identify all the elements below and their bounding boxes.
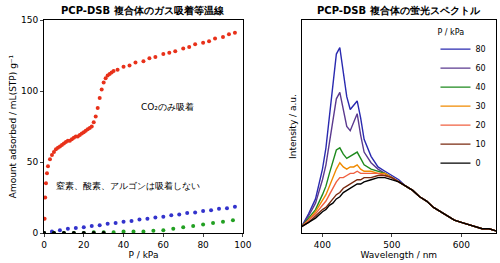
svg-text:PCP-DSB 複合体のガス吸着等温線: PCP-DSB 複合体のガス吸着等温線: [61, 5, 225, 16]
svg-text:500: 500: [383, 240, 400, 250]
svg-text:Intensity / a.u.: Intensity / a.u.: [288, 94, 298, 159]
svg-text:100: 100: [234, 240, 251, 250]
svg-text:60: 60: [475, 64, 485, 73]
svg-text:40: 40: [118, 240, 130, 250]
svg-text:100: 100: [21, 86, 38, 96]
svg-text:20: 20: [475, 121, 485, 130]
svg-text:CO₂のみ吸着: CO₂のみ吸着: [141, 102, 194, 112]
svg-text:10: 10: [475, 140, 485, 149]
svg-text:30: 30: [475, 102, 485, 111]
svg-text:Amount adsorbed / mL(STP) g⁻¹: Amount adsorbed / mL(STP) g⁻¹: [8, 54, 18, 198]
svg-text:50: 50: [27, 157, 39, 167]
svg-text:窒素、酸素、アルゴンは吸着しない: 窒素、酸素、アルゴンは吸着しない: [56, 181, 200, 191]
svg-text:0: 0: [475, 159, 480, 168]
svg-text:PCP-DSB 複合体の蛍光スペクトル: PCP-DSB 複合体の蛍光スペクトル: [317, 5, 481, 16]
svg-text:600: 600: [453, 240, 470, 250]
svg-text:80: 80: [197, 240, 209, 250]
svg-text:40: 40: [475, 83, 485, 92]
svg-text:P / kPa: P / kPa: [437, 28, 464, 37]
svg-text:150: 150: [21, 15, 38, 25]
svg-text:0: 0: [32, 228, 38, 238]
svg-text:P / kPa: P / kPa: [128, 250, 158, 260]
svg-text:Wavelength / nm: Wavelength / nm: [361, 250, 438, 260]
svg-text:400: 400: [314, 240, 331, 250]
svg-text:80: 80: [475, 45, 485, 54]
svg-text:60: 60: [158, 240, 170, 250]
svg-text:20: 20: [78, 240, 90, 250]
svg-text:0: 0: [41, 240, 47, 250]
